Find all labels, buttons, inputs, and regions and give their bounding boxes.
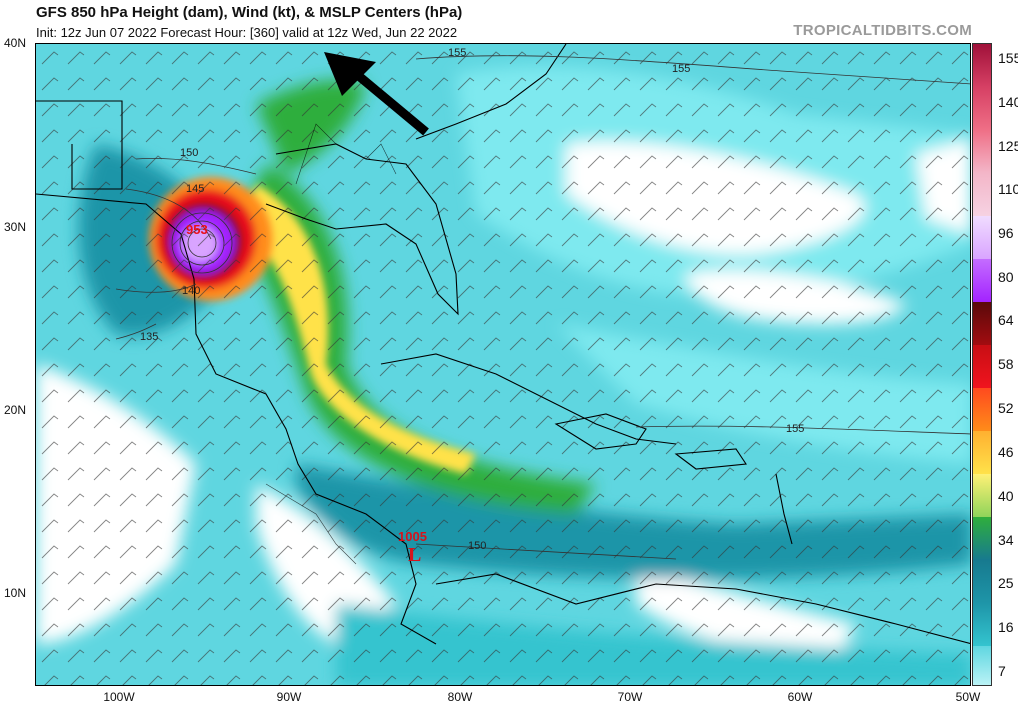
colorbar-label: 7 — [998, 663, 1006, 679]
lat-label: 10N — [4, 586, 27, 600]
weather-map: 155 155 150 145 140 135 155 150 953 1005… — [35, 43, 971, 686]
map-title: GFS 850 hPa Height (dam), Wind (kt), & M… — [36, 4, 463, 21]
black-arrow-icon — [324, 52, 429, 136]
contour-label: 155 — [448, 47, 466, 59]
low-pressure-value: 1005 — [398, 529, 427, 544]
colorbar-label: 46 — [998, 444, 1014, 460]
colorbar-label: 96 — [998, 225, 1014, 241]
colorbar-label: 16 — [998, 619, 1014, 635]
lon-label: 50W — [955, 690, 981, 704]
lon-label: 60W — [787, 690, 813, 704]
lon-label: 80W — [447, 690, 473, 704]
lat-label: 40N — [4, 36, 27, 50]
contour-label: 145 — [186, 183, 204, 195]
colorbar-label: 140 — [998, 94, 1018, 110]
lon-label: 70W — [617, 690, 643, 704]
colorbar-label: 25 — [998, 575, 1014, 591]
contour-label: 150 — [180, 147, 198, 159]
brand-watermark: TROPICALTIDBITS.COM — [793, 22, 972, 39]
contour-label: 155 — [786, 423, 804, 435]
map-canvas: 155 155 150 145 140 135 155 150 953 1005… — [36, 44, 970, 685]
contour-label: 140 — [182, 285, 200, 297]
lat-label: 20N — [4, 403, 27, 417]
colorbar-label: 155 — [998, 50, 1018, 66]
low-pressure-letter: L — [408, 544, 421, 566]
wind-barbs — [36, 44, 970, 685]
map-subtitle: Init: 12z Jun 07 2022 Forecast Hour: [36… — [36, 25, 458, 40]
colorbar-label: 125 — [998, 138, 1018, 154]
hurricane-pressure: 953 — [186, 222, 208, 237]
colorbar-label: 58 — [998, 356, 1014, 372]
height-contours — [115, 55, 970, 560]
colorbar-label: 80 — [998, 269, 1014, 285]
lon-label: 90W — [276, 690, 302, 704]
colorbar-label: 34 — [998, 532, 1014, 548]
lon-label: 100W — [103, 690, 135, 704]
colorbar-label: 64 — [998, 312, 1014, 328]
colorbar-label: 110 — [998, 181, 1018, 197]
contour-label: 150 — [468, 540, 486, 552]
lat-label: 30N — [4, 220, 27, 234]
colorbar-label: 52 — [998, 400, 1014, 416]
contour-label: 155 — [672, 63, 690, 75]
wind-colorbar — [972, 43, 992, 686]
colorbar-label: 40 — [998, 488, 1014, 504]
contour-label: 135 — [140, 331, 158, 343]
